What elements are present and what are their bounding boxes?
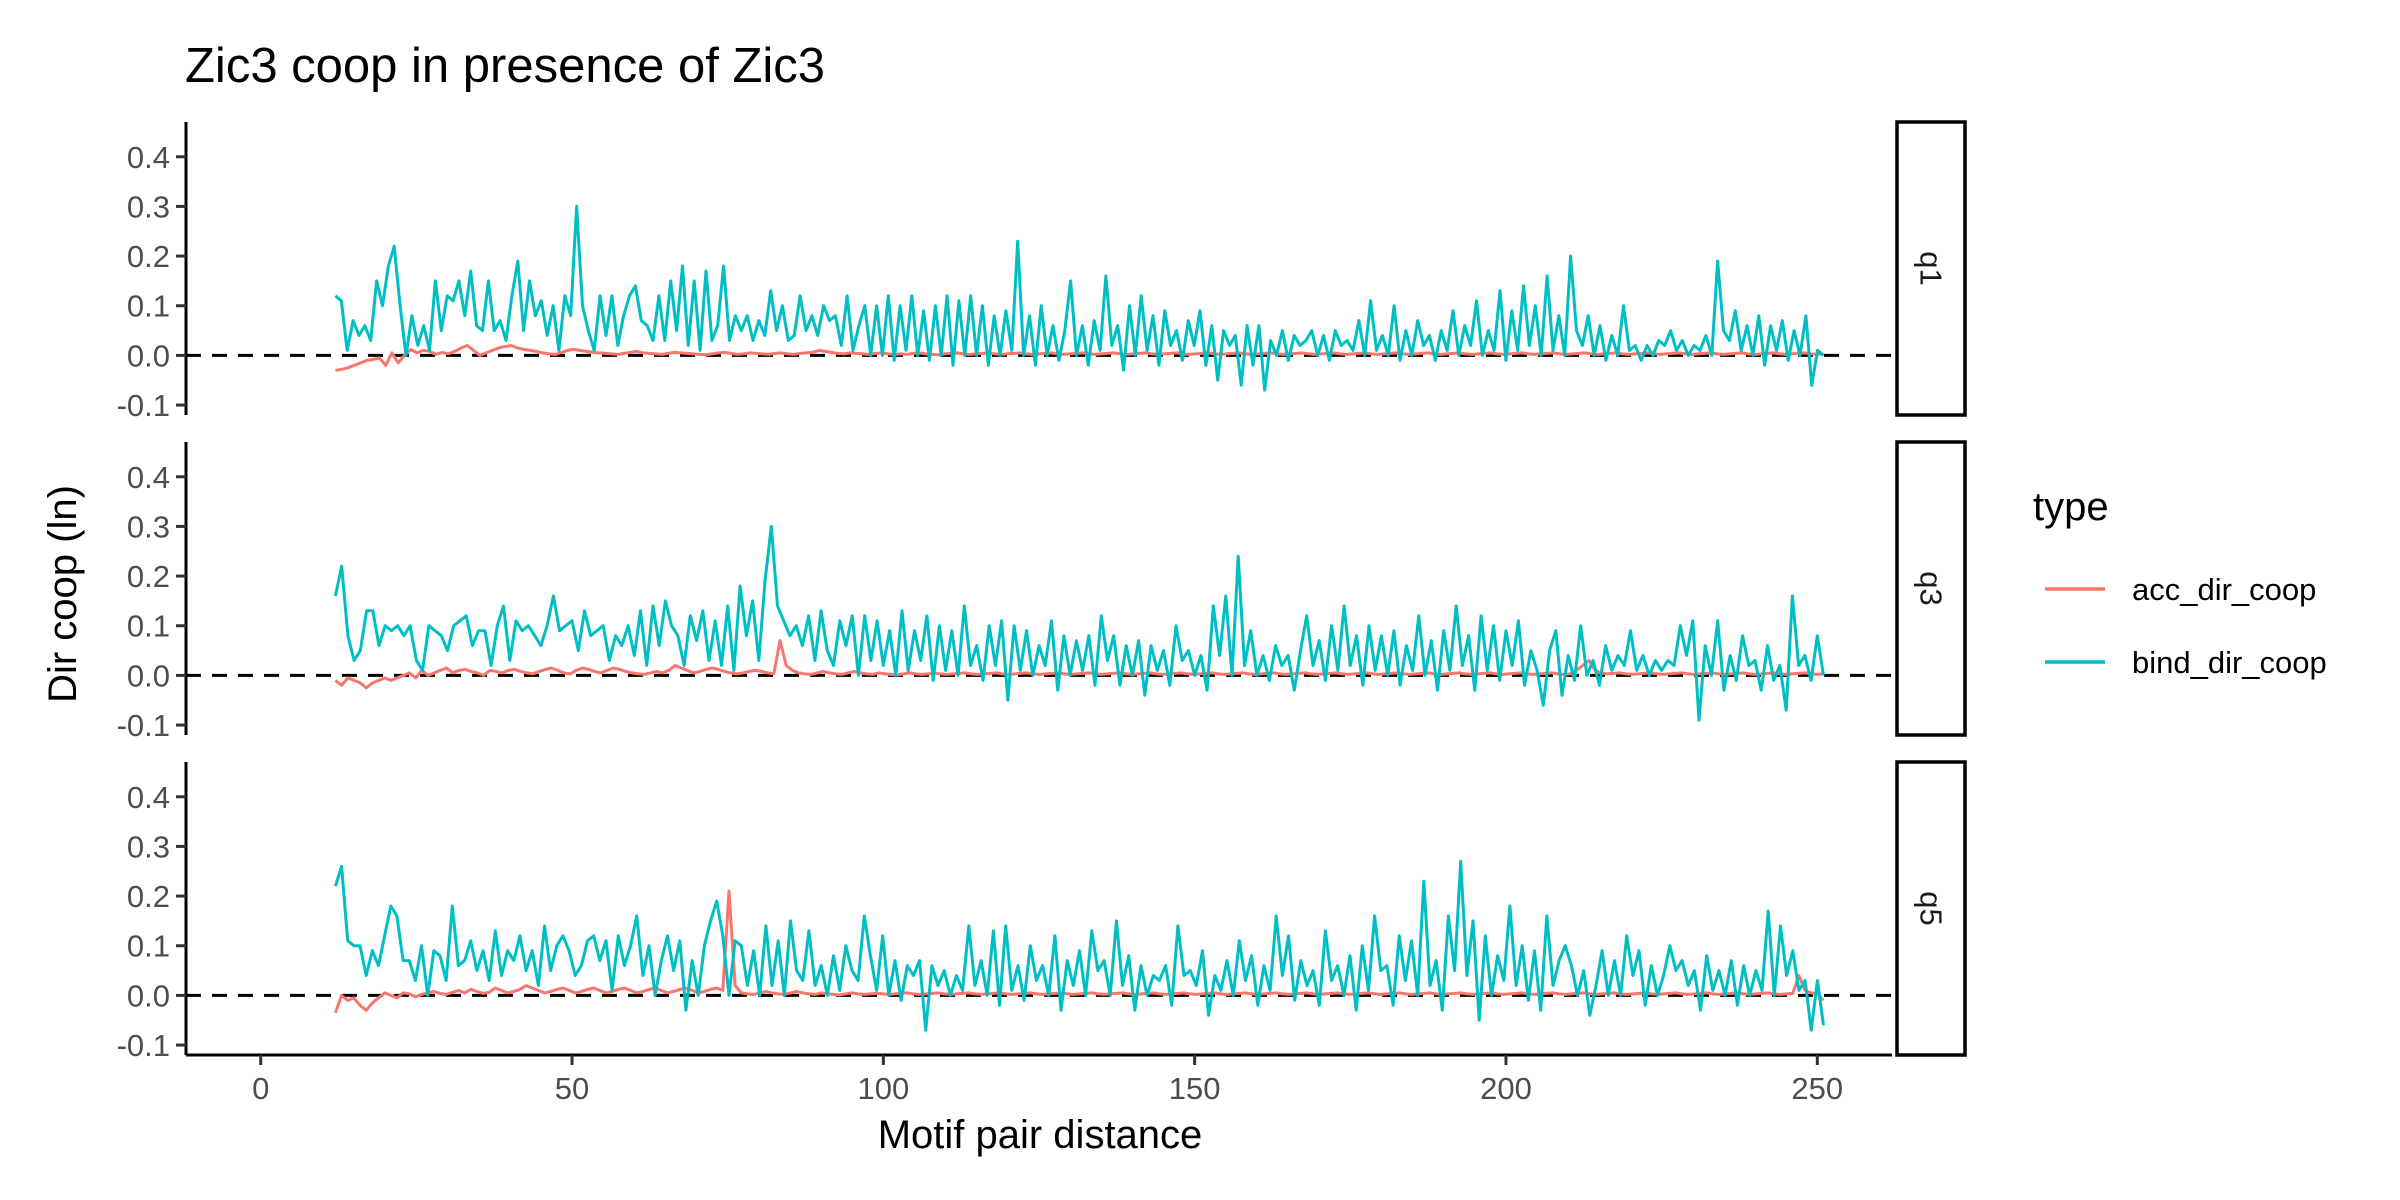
y-tick-label: 0.1 xyxy=(127,609,170,644)
facet-strip-label: q5 xyxy=(1914,891,1949,925)
y-tick-label: 0.1 xyxy=(127,289,170,324)
series-line-bind_dir_coop xyxy=(334,204,1825,392)
y-tick-label: -0.1 xyxy=(117,388,170,423)
series-line-bind_dir_coop xyxy=(333,859,1825,1032)
y-tick-label: 0.0 xyxy=(127,658,170,693)
y-tick-label: -0.1 xyxy=(117,708,170,743)
chart-title: Zic3 coop in presence of Zic3 xyxy=(185,39,825,93)
x-tick-label: 0 xyxy=(252,1071,269,1106)
y-tick-label: 0.4 xyxy=(127,460,170,495)
y-tick-label: 0.2 xyxy=(127,559,170,594)
facet-strip-label: q3 xyxy=(1914,571,1949,605)
x-axis: 0 50 100 150 200 250 xyxy=(186,1053,1892,1106)
x-tick-label: 100 xyxy=(857,1071,909,1106)
legend-items: acc_dir_coop bind_dir_coop xyxy=(2045,572,2327,680)
y-tick-label: -0.1 xyxy=(117,1028,170,1063)
x-tick-label: 150 xyxy=(1169,1071,1221,1106)
y-axis-title: Dir coop (ln) xyxy=(41,485,85,703)
facet-panels: -0.1 0.0 0.1 0.2 0.3 0.4 q1 -0.1 0.0 0.1 0.2 0.3 0.4… xyxy=(117,120,1967,1063)
series-line-acc_dir_coop xyxy=(335,344,1824,372)
series-line-bind_dir_coop xyxy=(333,524,1825,722)
facet-strip xyxy=(1895,760,1967,1057)
y-tick-label: 0.1 xyxy=(127,929,170,964)
x-tick-label: 50 xyxy=(555,1071,589,1106)
y-tick-label: 0.3 xyxy=(127,189,170,224)
y-tick-label: 0.0 xyxy=(127,978,170,1013)
y-tick-label: 0.2 xyxy=(127,879,170,914)
legend: type acc_dir_coop bind_dir_coop xyxy=(2033,485,2327,680)
panel-q5: -0.1 0.0 0.1 0.2 0.3 0.4 q5 xyxy=(117,760,1967,1063)
y-tick-label: 0.4 xyxy=(127,780,170,815)
series-line-acc_dir_coop xyxy=(333,889,1825,1014)
panel-q1: -0.1 0.0 0.1 0.2 0.3 0.4 q1 xyxy=(117,120,1967,423)
y-tick-label: 0.2 xyxy=(127,239,170,274)
y-tick-label: 0.3 xyxy=(127,509,170,544)
x-tick-label: 200 xyxy=(1480,1071,1532,1106)
x-tick-label: 250 xyxy=(1791,1071,1843,1106)
facet-strip xyxy=(1895,440,1967,737)
y-tick-label: 0.0 xyxy=(127,338,170,373)
facet-strip-label: q1 xyxy=(1914,251,1949,285)
legend-label-acc_dir_coop: acc_dir_coop xyxy=(2132,572,2316,607)
legend-title: type xyxy=(2033,485,2109,529)
x-axis-title: Motif pair distance xyxy=(878,1113,1203,1157)
facet-strip xyxy=(1895,120,1967,417)
y-tick-label: 0.3 xyxy=(127,829,170,864)
y-tick-label: 0.4 xyxy=(127,140,170,175)
legend-label-bind_dir_coop: bind_dir_coop xyxy=(2132,645,2327,680)
panel-q3: -0.1 0.0 0.1 0.2 0.3 0.4 q3 xyxy=(117,440,1967,743)
